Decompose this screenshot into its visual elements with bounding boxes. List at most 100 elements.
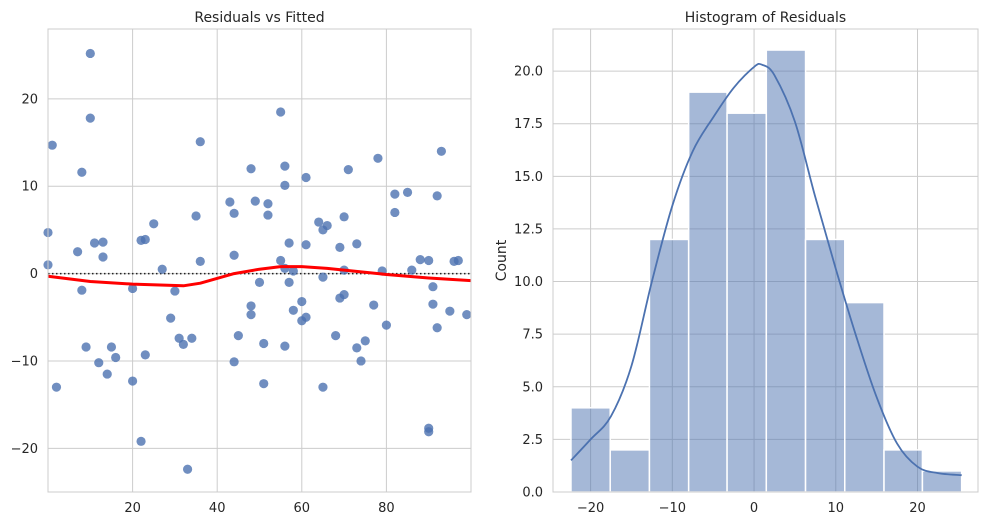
residual-point bbox=[390, 189, 400, 199]
residual-point bbox=[352, 343, 362, 353]
residual-point bbox=[111, 352, 121, 363]
residual-point bbox=[343, 165, 353, 175]
residual-point bbox=[453, 255, 463, 266]
residual-point bbox=[428, 299, 438, 309]
residual-point bbox=[339, 289, 349, 300]
histogram-panel: −20 −10 0 10 20 0.0 2.5 5.0 7.5 10.0 12.5 15.0 17.5… bbox=[494, 10, 979, 516]
right-y-tick-label: 20.0 bbox=[514, 65, 543, 80]
residual-point bbox=[85, 113, 95, 123]
residual-point bbox=[263, 210, 273, 220]
residual-point bbox=[318, 382, 328, 392]
left-y-tick-label: −20 bbox=[11, 442, 38, 457]
residual-point bbox=[149, 219, 159, 229]
residual-point bbox=[246, 301, 256, 311]
residual-point bbox=[301, 240, 311, 250]
right-x-tick-label: −20 bbox=[577, 501, 604, 516]
right-y-tick-label: 2.5 bbox=[522, 433, 543, 448]
residual-point bbox=[229, 250, 239, 260]
right-y-tick-label: 5.0 bbox=[522, 380, 543, 395]
residual-point bbox=[195, 256, 205, 266]
residual-point bbox=[322, 220, 332, 231]
histogram-bar bbox=[570, 407, 611, 493]
histogram-bar bbox=[648, 238, 690, 493]
right-x-tick-label: 20 bbox=[909, 501, 926, 516]
residual-point bbox=[229, 357, 239, 367]
residual-point bbox=[182, 464, 193, 474]
residual-point bbox=[263, 199, 273, 209]
residual-point bbox=[47, 140, 57, 150]
residual-point bbox=[81, 342, 91, 352]
left-y-tick-label: 20 bbox=[21, 92, 38, 107]
residual-point bbox=[77, 167, 87, 177]
residual-point bbox=[356, 356, 366, 366]
residual-point bbox=[128, 283, 138, 294]
residual-point bbox=[98, 252, 108, 262]
residual-point bbox=[301, 312, 311, 322]
residual-point bbox=[102, 369, 112, 379]
residual-point bbox=[284, 277, 294, 287]
residual-point bbox=[246, 164, 256, 174]
residual-point bbox=[233, 331, 243, 341]
residual-point bbox=[170, 286, 180, 296]
residual-point bbox=[73, 247, 83, 257]
residual-point bbox=[178, 339, 188, 349]
kde-line bbox=[570, 62, 962, 477]
right-y-tick-label: 10.0 bbox=[514, 275, 543, 290]
residual-point bbox=[246, 310, 256, 320]
residual-point bbox=[352, 239, 362, 249]
histogram-bar bbox=[765, 49, 807, 493]
residual-point bbox=[445, 306, 455, 316]
residual-point bbox=[280, 161, 290, 171]
residual-point bbox=[373, 153, 383, 163]
residual-point bbox=[314, 217, 324, 227]
left-x-tick-label: 80 bbox=[378, 501, 395, 516]
left-y-tick-label: 10 bbox=[21, 180, 38, 195]
residuals-vs-fitted-panel: 20 40 60 80 −20 −10 0 10 20 Residuals vs Fitted bbox=[11, 10, 472, 516]
right-y-tick-label: 15.0 bbox=[514, 170, 543, 185]
residual-point bbox=[89, 238, 100, 248]
residual-point bbox=[284, 238, 294, 248]
right-y-tick-labels: 0.0 2.5 5.0 7.5 10.0 12.5 15.0 17.5 20.0 bbox=[514, 65, 543, 501]
residual-point bbox=[369, 300, 379, 310]
residual-point bbox=[225, 197, 235, 207]
left-x-tick-label: 60 bbox=[294, 501, 311, 516]
residual-point bbox=[415, 255, 425, 265]
right-y-tick-label: 7.5 bbox=[522, 328, 543, 343]
residual-point bbox=[166, 313, 176, 323]
left-chart-title: Residuals vs Fitted bbox=[194, 10, 324, 26]
right-chart-title: Histogram of Residuals bbox=[685, 10, 846, 26]
left-plot-frame bbox=[47, 28, 472, 493]
residual-point bbox=[140, 234, 150, 245]
residual-point bbox=[259, 379, 269, 389]
residual-point bbox=[335, 242, 345, 252]
left-y-tick-labels: −20 −10 0 10 20 bbox=[11, 92, 38, 456]
residual-point bbox=[280, 180, 290, 190]
lowess-line bbox=[47, 265, 472, 288]
kde-curve bbox=[570, 62, 962, 477]
residual-point bbox=[424, 427, 434, 437]
residual-point bbox=[301, 172, 311, 183]
histogram-bar bbox=[726, 112, 768, 493]
residual-point bbox=[229, 208, 239, 218]
residual-point bbox=[436, 146, 446, 156]
residual-point bbox=[331, 331, 341, 341]
right-y-tick-label: 17.5 bbox=[514, 117, 543, 132]
residual-point bbox=[428, 282, 438, 292]
residual-point bbox=[432, 191, 442, 201]
histogram-bar bbox=[687, 91, 728, 493]
left-y-tick-label: −10 bbox=[11, 354, 38, 369]
histogram-bar bbox=[609, 449, 651, 493]
lowess-curve bbox=[47, 265, 472, 288]
residual-point bbox=[280, 341, 290, 351]
residual-point bbox=[128, 376, 138, 386]
residual-point bbox=[276, 107, 286, 117]
residual-point bbox=[432, 323, 442, 333]
residual-point bbox=[85, 48, 95, 59]
residual-point bbox=[191, 211, 201, 221]
residual-point bbox=[381, 320, 391, 330]
residual-point bbox=[136, 436, 146, 446]
residual-point bbox=[318, 272, 328, 282]
histogram-bar bbox=[844, 301, 885, 493]
residual-point bbox=[98, 237, 108, 247]
